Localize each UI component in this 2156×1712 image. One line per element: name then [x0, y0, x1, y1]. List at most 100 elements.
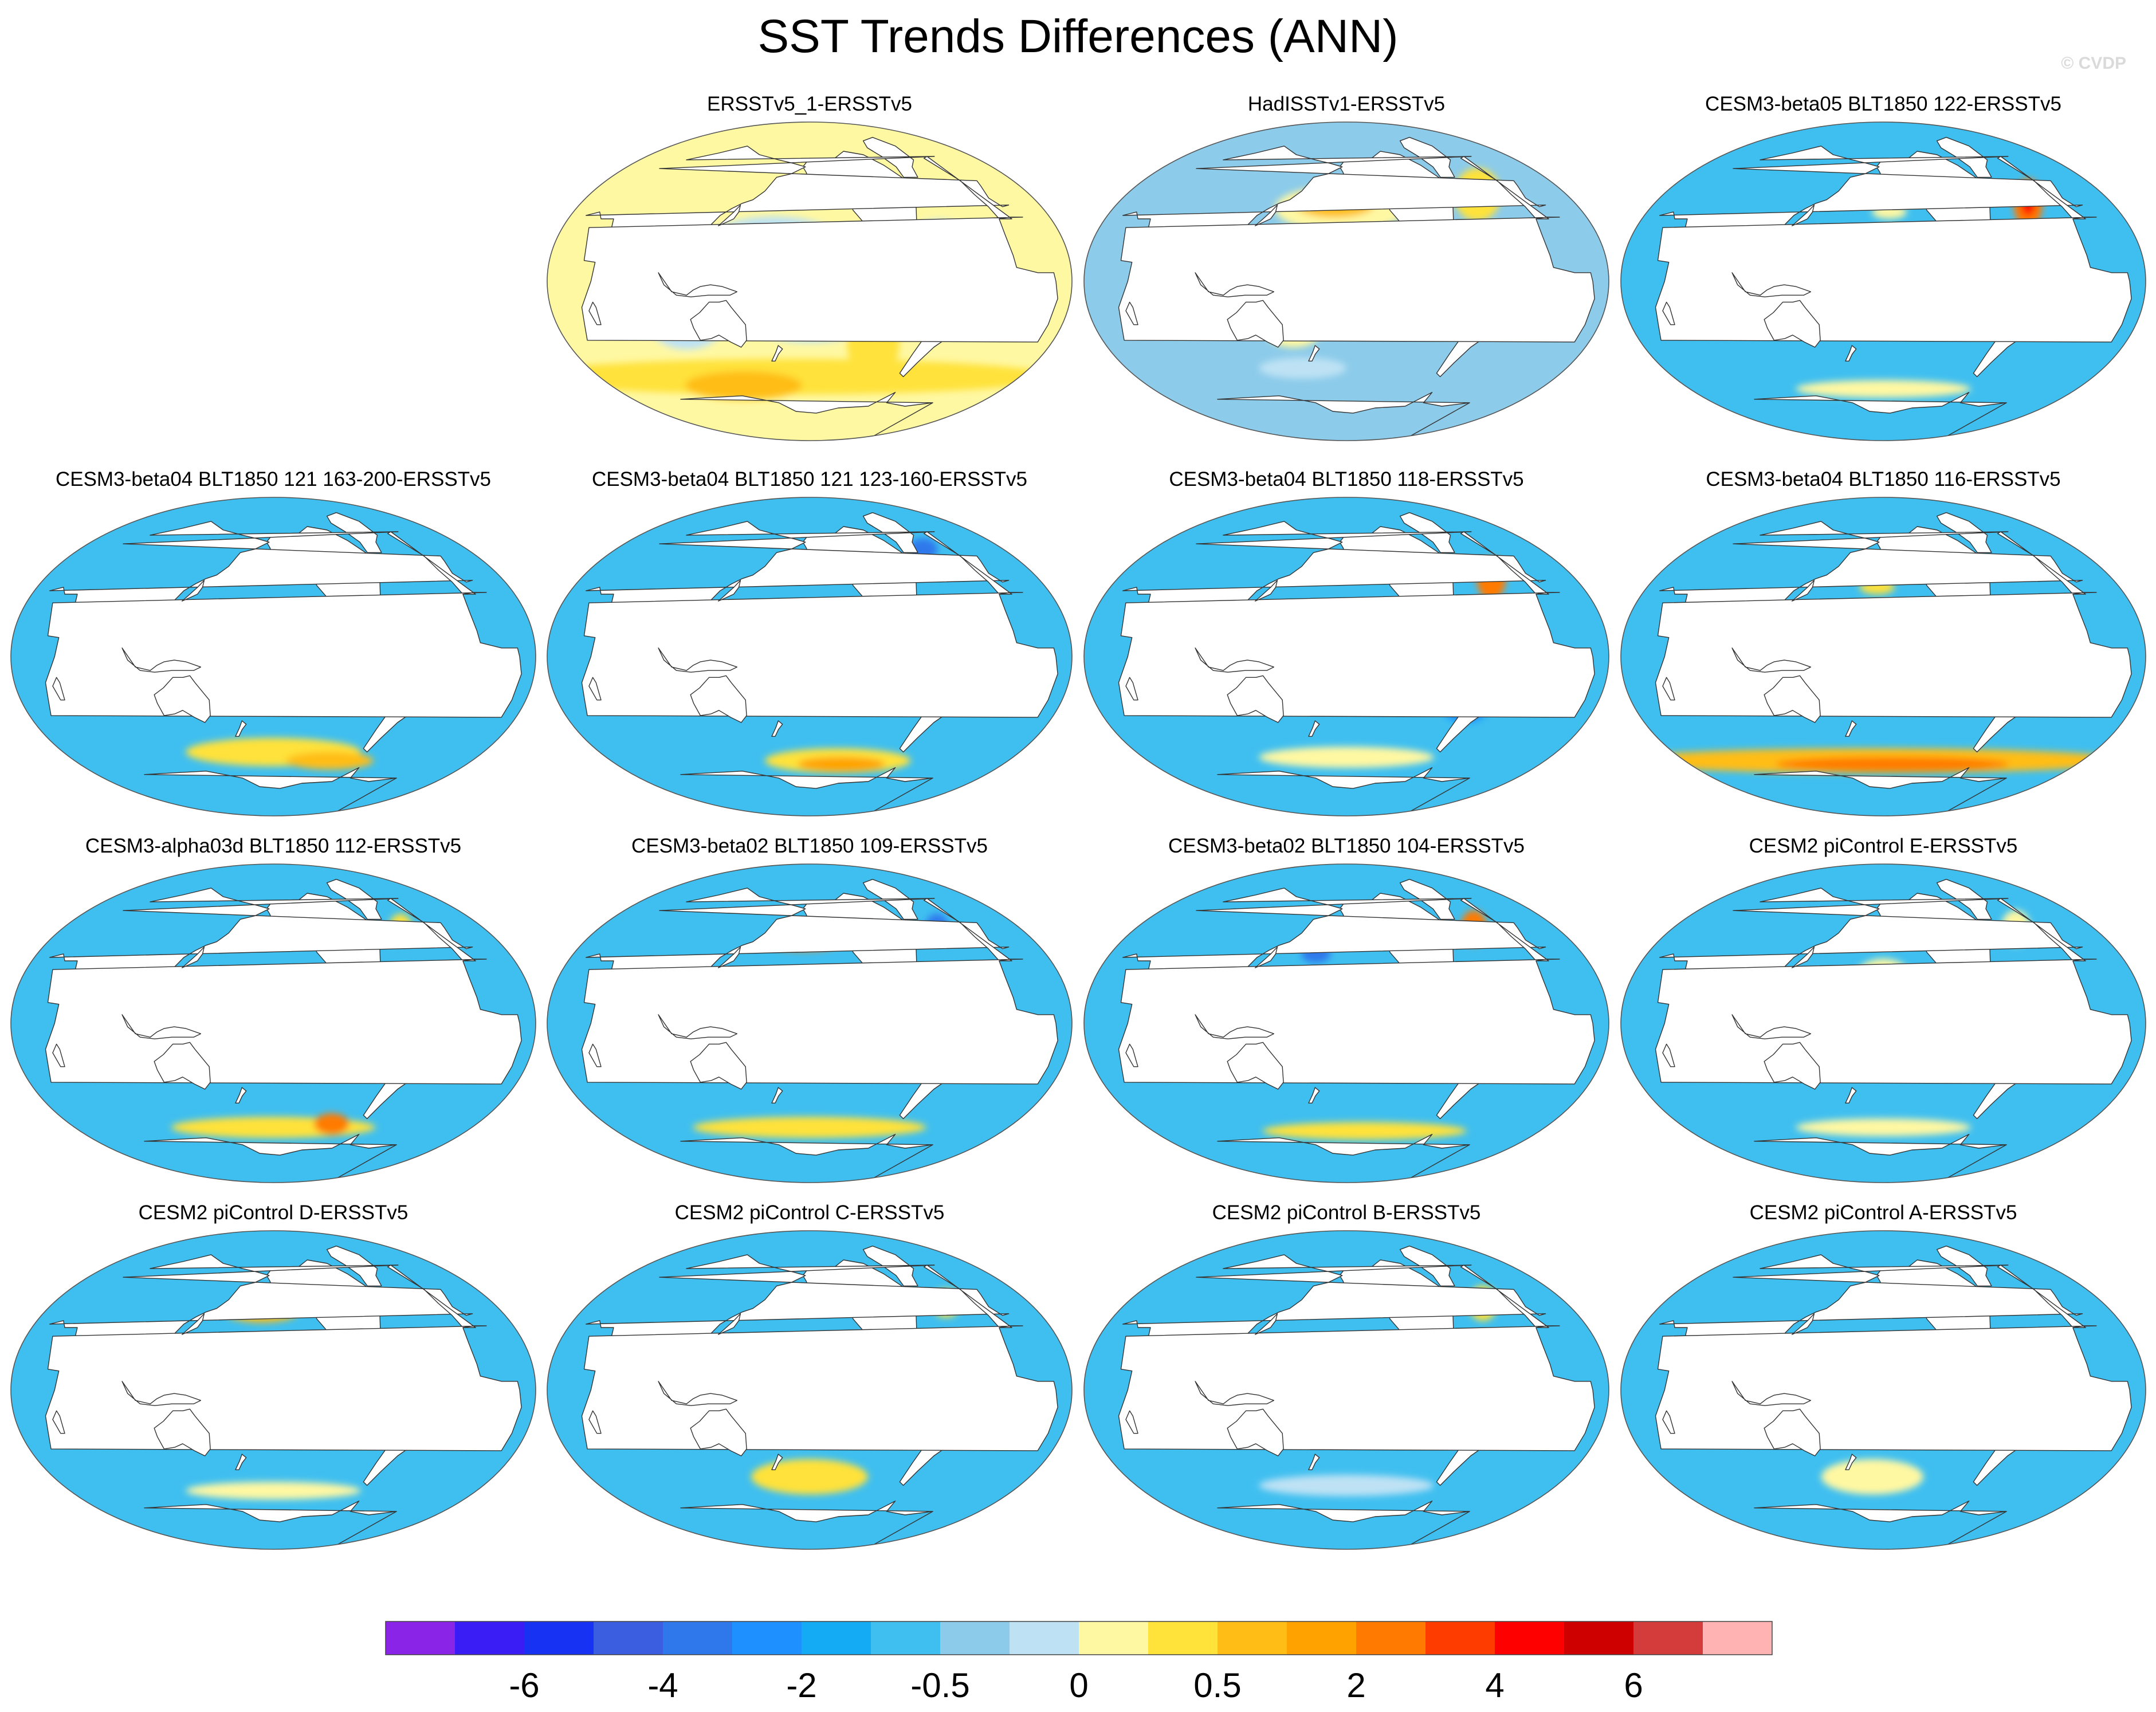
- map-panel: CESM3-beta04 BLT1850 116-ERSSTv5: [1617, 467, 2150, 822]
- land-new-zealand: [235, 720, 247, 737]
- land-australia: [690, 1408, 747, 1456]
- land-madagascar: [1125, 301, 1138, 325]
- map-plot: [10, 863, 536, 1183]
- colorbar-swatch: [594, 1621, 663, 1655]
- globe-outline: [547, 497, 1073, 816]
- panel-title: HadISSTv1-ERSSTv5: [1247, 93, 1446, 115]
- land-eurasia-w: [1997, 898, 2086, 961]
- colorbar-swatch: [386, 1621, 455, 1655]
- anomaly-region: [186, 1482, 361, 1499]
- map-panel: CESM3-beta05 BLT1850 122-ERSSTv5: [1617, 92, 2150, 447]
- land-new-zealand: [235, 1454, 247, 1470]
- map-panel: CESM3-beta04 BLT1850 121 163-200-ERSSTv5: [7, 467, 540, 822]
- colorbar-swatch: [1148, 1621, 1218, 1655]
- globe-outline: [1083, 863, 1609, 1183]
- anomaly-region: [798, 757, 885, 772]
- land-africa: [581, 959, 1058, 1085]
- panel-title: CESM3-beta05 BLT1850 122-ERSSTv5: [1705, 93, 2061, 115]
- globe-outline: [1083, 1230, 1609, 1550]
- anomaly-region: [1796, 380, 1971, 398]
- anomaly-region: [1259, 357, 1347, 379]
- globe-outline: [10, 497, 536, 816]
- map-plot: [547, 121, 1073, 441]
- land-madagascar: [588, 677, 602, 701]
- panel-title: CESM2 piControl E-ERSSTv5: [1749, 835, 2018, 857]
- map-plot: [1083, 863, 1609, 1183]
- land-japan: [718, 580, 741, 602]
- panel-title: ERSSTv5_1-ERSSTv5: [707, 93, 912, 115]
- colorbar-swatch: [1495, 1621, 1565, 1655]
- land-australia: [1764, 300, 1821, 348]
- land-antarctica: [144, 1134, 397, 1180]
- land-japan: [718, 1313, 741, 1335]
- land-eurasia-w: [387, 898, 476, 961]
- map-plot: [1083, 497, 1609, 816]
- anomaly-region: [1259, 747, 1434, 768]
- land-africa: [581, 1325, 1058, 1451]
- land-australia: [154, 1042, 211, 1090]
- land-eurasia-w: [387, 531, 476, 595]
- map-panel: HadISSTv1-ERSSTv5: [1080, 92, 1613, 447]
- map-panel: CESM2 piControl D-ERSSTv5: [7, 1200, 540, 1556]
- colorbar-tick-label: 4: [1485, 1666, 1504, 1705]
- land-new-zealand: [771, 345, 783, 362]
- map-plot: [1620, 497, 2146, 816]
- colorbar-tick-label: -4: [647, 1666, 678, 1705]
- land-australia: [1764, 675, 1821, 723]
- anomaly-region: [314, 1113, 349, 1135]
- land-madagascar: [588, 301, 602, 325]
- land-japan: [1255, 1313, 1278, 1335]
- land-madagascar: [52, 677, 65, 701]
- land-australia: [1764, 1408, 1821, 1456]
- colorbar-swatch: [1287, 1621, 1357, 1655]
- land-australia: [1227, 300, 1284, 348]
- globe-outline: [1620, 863, 2146, 1183]
- panel-title: CESM2 piControl A-ERSSTv5: [1749, 1201, 2017, 1224]
- colorbar-swatch: [1425, 1621, 1495, 1655]
- land-africa: [1655, 1325, 2132, 1451]
- land-africa: [1118, 1325, 1595, 1451]
- panel-title: CESM3-beta04 BLT1850 116-ERSSTv5: [1706, 468, 2061, 490]
- land-australia: [154, 1408, 211, 1456]
- land-africa: [45, 592, 522, 718]
- colorbar-tick-label: 6: [1624, 1666, 1643, 1705]
- land-indonesia: [1731, 1014, 1811, 1039]
- panel-title: CESM2 piControl D-ERSSTv5: [138, 1201, 409, 1224]
- land-madagascar: [1662, 1043, 1675, 1067]
- colorbar-swatch: [1356, 1621, 1426, 1655]
- land-antarctica: [1754, 767, 2007, 814]
- land-japan: [1792, 580, 1815, 602]
- colorbar-tick-label: 0: [1069, 1666, 1088, 1705]
- colorbar-swatch: [732, 1621, 802, 1655]
- land-japan: [1255, 205, 1278, 226]
- land-antarctica: [680, 1134, 933, 1180]
- anomaly-region: [751, 1459, 868, 1495]
- land-indonesia: [1731, 272, 1811, 297]
- panel-title: CESM3-beta04 BLT1850 121 123-160-ERSSTv5: [591, 468, 1028, 490]
- land-new-zealand: [235, 1087, 247, 1104]
- map-panel: CESM2 piControl E-ERSSTv5: [1617, 834, 2150, 1189]
- globe-outline: [1620, 497, 2146, 816]
- land-eurasia-w: [923, 156, 1012, 219]
- panel-title: CESM2 piControl B-ERSSTv5: [1212, 1201, 1481, 1224]
- globe-outline: [1083, 497, 1609, 816]
- anomaly-region: [1262, 1122, 1467, 1140]
- anomaly-region: [693, 1117, 926, 1138]
- land-japan: [718, 205, 741, 226]
- colorbar-swatch: [871, 1621, 941, 1655]
- colorbar-swatch: [524, 1621, 594, 1655]
- land-madagascar: [588, 1410, 602, 1434]
- map-panel: CESM3-beta04 BLT1850 121 123-160-ERSSTv5: [543, 467, 1076, 822]
- colorbar-tick-label: -2: [786, 1666, 816, 1705]
- land-madagascar: [52, 1043, 65, 1067]
- land-antarctica: [680, 767, 933, 814]
- land-australia: [690, 300, 747, 348]
- anomaly-region: [685, 371, 802, 400]
- land-africa: [1118, 217, 1595, 343]
- land-new-zealand: [1308, 345, 1320, 362]
- land-eurasia-w: [923, 531, 1012, 595]
- map-panel: CESM3-beta04 BLT1850 118-ERSSTv5: [1080, 467, 1613, 822]
- colorbar-swatch: [802, 1621, 871, 1655]
- colorbar-tick-label: -0.5: [910, 1666, 969, 1705]
- colorbar-frame: [385, 1621, 1773, 1655]
